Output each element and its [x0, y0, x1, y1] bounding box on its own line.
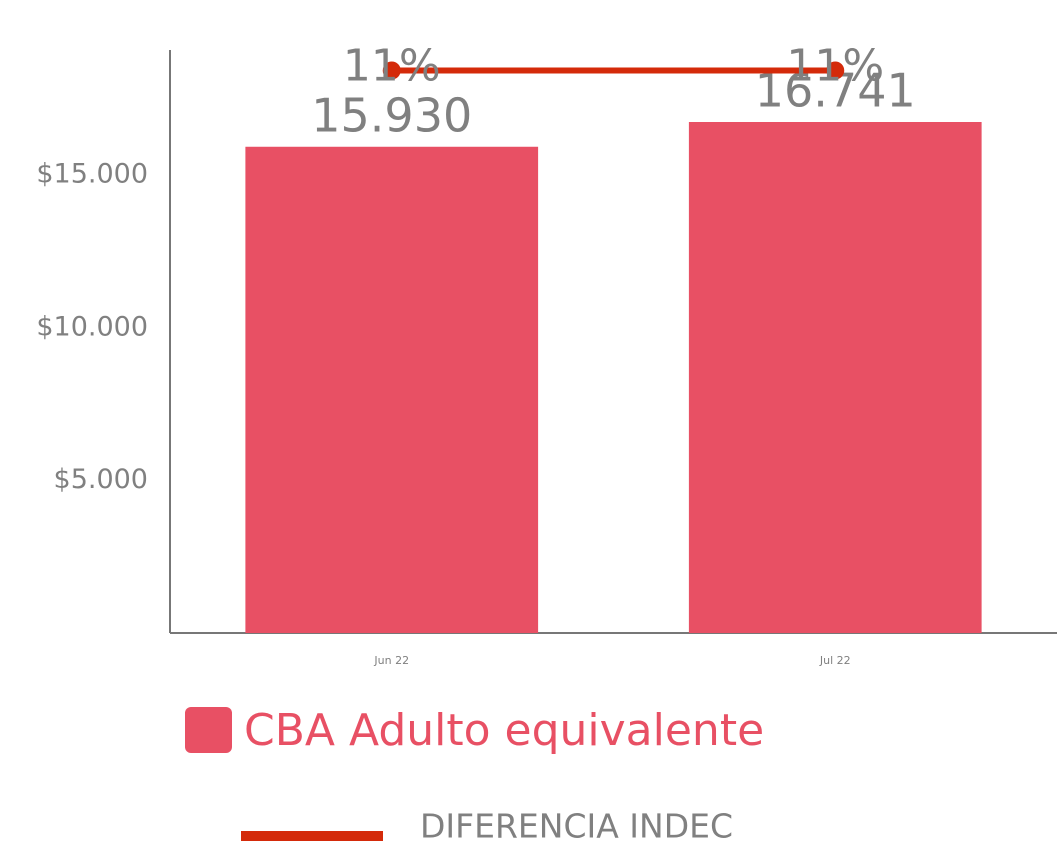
- line-point: [382, 61, 401, 80]
- value-label: 11%: [343, 40, 441, 91]
- legend-swatch: [185, 707, 232, 753]
- y-tick-label: $10.000: [36, 311, 148, 342]
- y-tick-label: $5.000: [54, 464, 148, 495]
- value-label: 11%: [786, 40, 884, 91]
- value-label: 15.930: [311, 88, 472, 142]
- x-tick-label: Jul 22: [819, 654, 851, 667]
- bar: [688, 122, 982, 634]
- line-point: [826, 61, 845, 80]
- legend-label: DIFERENCIA INDEC: [420, 807, 733, 844]
- bar: [245, 146, 539, 633]
- legend-swatch: [241, 831, 383, 841]
- y-tick-label: $15.000: [36, 159, 148, 190]
- legend-label: CBA Adulto equivalente: [244, 705, 764, 756]
- x-tick-label: Jun 22: [373, 654, 409, 667]
